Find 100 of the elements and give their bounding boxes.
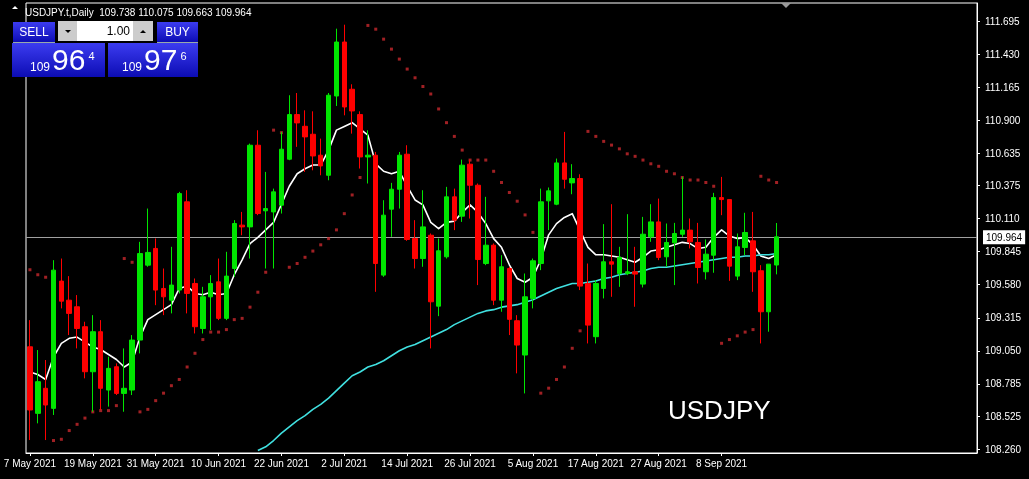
candlestick [161, 268, 166, 316]
candlestick [444, 186, 449, 260]
candlestick [129, 334, 135, 396]
candlestick [420, 189, 426, 268]
candlestick [491, 242, 496, 306]
candlestick [271, 188, 276, 270]
y-tick-label: 110.110 [985, 213, 1021, 225]
candlestick [695, 222, 701, 284]
candlestick [546, 186, 551, 231]
x-tick-label: 7 May 2021 [3, 457, 57, 469]
annotation: 109 [120, 59, 142, 74]
candlestick [263, 171, 268, 270]
candlestick [530, 258, 536, 309]
candlestick [656, 198, 661, 261]
annotation: USDJPY [668, 395, 772, 427]
candlestick [554, 158, 559, 206]
candlestick [703, 238, 709, 280]
candlestick [538, 188, 544, 271]
candlestick [404, 144, 410, 242]
x-tick-label: 26 Jul 2021 [444, 457, 497, 469]
x-tick-label: 10 Jun 2021 [191, 457, 247, 469]
y-tick-label: 109.050 [985, 345, 1022, 357]
candlestick [507, 266, 512, 336]
candlestick [342, 24, 347, 116]
candlestick [192, 277, 198, 334]
candlestick [287, 94, 292, 161]
candlestick [114, 362, 119, 396]
annotation: SELL [13, 22, 55, 43]
candlestick [389, 182, 394, 238]
y-tick-label: 110.900 [985, 114, 1021, 126]
candlestick [318, 138, 323, 176]
y-tick-label: 108.785 [985, 378, 1022, 390]
candlestick [310, 110, 316, 171]
candlestick [51, 259, 56, 416]
candlestick [601, 223, 606, 299]
candlestick [294, 92, 300, 148]
y-tick-label: 110.375 [985, 180, 1021, 192]
y-tick-label: 109.580 [985, 279, 1022, 291]
x-tick-label: 2 Jul 2021 [321, 457, 368, 469]
candlestick [381, 199, 386, 278]
candlestick [412, 219, 418, 270]
chart-title: USDJPY.t,Daily 109.738 110.075 109.663 109.964 [25, 6, 252, 18]
candlestick [672, 222, 677, 286]
candlestick [774, 222, 779, 275]
candlestick [137, 241, 143, 354]
candlestick [758, 264, 764, 344]
candlestick [640, 216, 646, 288]
candlestick [66, 275, 72, 336]
y-tick-label: 110.635 [985, 147, 1021, 159]
candlestick [617, 246, 622, 288]
candlestick [43, 359, 48, 441]
x-tick-label: 19 May 2021 [63, 457, 123, 469]
y-tick-label: 109.845 [985, 246, 1022, 258]
candlestick [121, 347, 127, 413]
candlestick [648, 203, 654, 243]
candlestick [562, 131, 567, 190]
annotation: 109 [28, 59, 50, 74]
candlestick [216, 258, 221, 321]
candlestick [208, 274, 213, 331]
candlestick [224, 251, 229, 321]
candlestick [35, 349, 41, 424]
candlestick [735, 232, 740, 281]
candlestick [239, 211, 245, 236]
candlestick [177, 191, 182, 294]
candlestick [687, 218, 693, 249]
candlestick [255, 129, 261, 216]
candlestick [499, 254, 504, 313]
annotation: 96$^{4}$ [52, 43, 96, 76]
candlestick [302, 109, 308, 173]
y-tick-label: 108.525 [985, 410, 1022, 422]
x-tick-label: 31 May 2021 [126, 457, 186, 469]
x-tick-label: 27 Aug 2021 [630, 457, 688, 469]
candlestick [609, 203, 614, 298]
candlestick [664, 223, 669, 268]
candlestick [522, 273, 528, 394]
annotation: BUY [157, 22, 198, 43]
candlestick [59, 258, 64, 309]
candlestick [766, 263, 771, 333]
candlestick [475, 183, 481, 286]
candlestick [357, 110, 363, 170]
ref-line-label: 109.964 [986, 231, 1023, 243]
candlestick [326, 92, 331, 181]
x-tick-label: 14 Jul 2021 [381, 457, 434, 469]
candlestick [585, 263, 591, 344]
candlestick [711, 192, 716, 274]
x-tick-label: 8 Sep 2021 [695, 457, 748, 469]
y-tick-label: 111.430 [985, 48, 1021, 60]
candlestick [373, 151, 378, 293]
x-tick-label: 22 Jun 2021 [253, 457, 310, 469]
candlestick [184, 189, 190, 314]
candlestick [483, 196, 489, 266]
y-tick-label: 108.260 [985, 443, 1022, 455]
y-tick-label: 111.165 [985, 81, 1021, 93]
candlestick [719, 176, 724, 216]
candlestick [632, 246, 638, 308]
candlestick [428, 232, 434, 349]
y-tick-label: 111.695 [985, 15, 1021, 27]
candlestick [169, 246, 174, 314]
candlestick [459, 159, 465, 223]
candlestick [82, 321, 88, 379]
